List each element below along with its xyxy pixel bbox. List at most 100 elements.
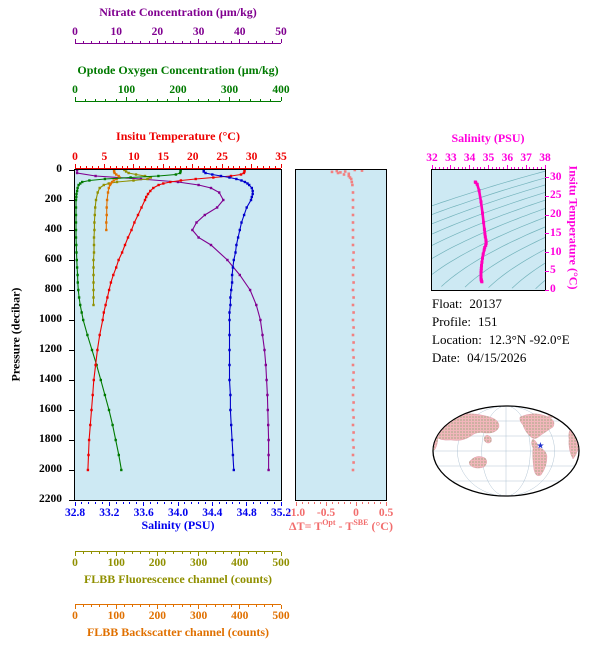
ax-tick: [165, 605, 167, 607]
pnum: 800: [44, 283, 62, 295]
ax-tick: [107, 552, 109, 554]
ax-tick: [191, 502, 193, 504]
date-label: Date:: [432, 350, 461, 365]
vtick: [545, 289, 549, 291]
world-map-svg: ★: [432, 405, 580, 497]
ax-tick: [140, 41, 142, 43]
ax-tick: [123, 605, 125, 607]
temperature-axis: 0 5 10 15 20 25 30 35: [72, 151, 287, 173]
oxygen-axis-title: Optode Oxygen Concentration (µm/kg): [77, 63, 279, 77]
pnum: 600: [44, 253, 62, 265]
vtick: [69, 469, 74, 471]
ax-tick: [132, 41, 134, 43]
pnum: 1000: [39, 313, 62, 325]
vtick: [545, 177, 549, 178]
ax-tick: [301, 502, 303, 504]
vtick: [69, 379, 74, 381]
ax-tick: [74, 502, 76, 506]
vtick: [69, 289, 74, 291]
ax-tick: [173, 552, 175, 554]
vtick: [545, 233, 549, 235]
delta-t-title-part: - T: [335, 519, 354, 533]
pnum: 0: [550, 283, 556, 295]
ax-tick: [506, 165, 508, 169]
ax-num: 33: [445, 152, 457, 164]
ax-tick: [247, 605, 249, 607]
pnum: 1800: [39, 433, 62, 445]
ax-num: 0: [353, 507, 359, 519]
ax-tick: [255, 41, 257, 43]
ax-line: [75, 551, 281, 552]
ax-num: 33.2: [99, 507, 120, 519]
vtick: [69, 349, 74, 351]
ax-num: 100: [107, 557, 125, 569]
ax-tick: [229, 97, 230, 101]
pnum: 1400: [39, 373, 62, 385]
ax-tick: [90, 605, 92, 607]
ax-tick: [215, 166, 217, 168]
location-value: 12.3°N -92.0°E: [488, 332, 570, 347]
ax-tick: [167, 99, 169, 101]
ax-tick: [239, 166, 241, 168]
ax-num: 300: [220, 84, 239, 96]
vtick: [69, 439, 74, 441]
ax-tick: [165, 552, 167, 554]
ax-tick: [435, 167, 437, 169]
ax-tick: [168, 166, 170, 168]
ax-tick: [484, 167, 486, 169]
ax-tick: [156, 99, 158, 101]
ax-tick: [74, 97, 76, 101]
ax-line: [75, 43, 281, 44]
ax-tick: [156, 39, 158, 43]
ax-tick: [218, 502, 220, 504]
ax-tick: [313, 502, 315, 504]
ax-num: 30: [245, 151, 258, 163]
ax-tick: [101, 502, 103, 504]
pnum: 5: [550, 264, 556, 277]
float-info-panel: Float: 20137 Profile: 151 Location: 12.3°N …: [432, 296, 570, 368]
nitrate-axis: 0 10 20 30 40 50: [72, 26, 287, 48]
ax-num: 35: [482, 152, 495, 164]
ax-tick: [221, 164, 223, 168]
pnum: 15: [550, 226, 562, 239]
ax-tick: [189, 41, 191, 43]
ax-tick: [232, 502, 234, 504]
ax-tick: [218, 99, 220, 101]
ax-tick: [280, 502, 282, 506]
ax-tick: [186, 166, 188, 168]
vtick: [69, 229, 74, 231]
ax-num: 400: [231, 557, 249, 569]
ax-tick: [156, 166, 158, 168]
ax-tick: [544, 165, 546, 169]
ax-tick: [115, 552, 117, 556]
ax-tick: [86, 166, 88, 168]
ax-tick: [239, 605, 241, 609]
ax-num: 0: [72, 84, 78, 96]
ax-tick: [126, 97, 127, 101]
ax-tick: [189, 605, 191, 607]
ax-tick: [239, 502, 241, 504]
ax-tick: [349, 502, 351, 504]
ax-tick: [189, 552, 191, 554]
ax-tick: [95, 502, 97, 504]
ax-tick: [99, 552, 101, 554]
ax-tick: [163, 502, 165, 504]
ax-num: 0: [72, 610, 78, 622]
ax-tick: [99, 605, 101, 607]
ax-tick: [325, 502, 327, 506]
location-row: Location: 12.3°N -92.0°E: [432, 332, 570, 350]
ax-tick: [457, 167, 459, 169]
ax-tick: [173, 41, 175, 43]
backscatter-axis-title: FLBB Backscatter channel (counts): [86, 625, 270, 639]
delta-t-title-part: (°C): [368, 519, 393, 533]
ax-tick: [148, 552, 150, 554]
ax-tick: [150, 502, 152, 504]
ax-tick: [103, 164, 105, 168]
ts-plot-svg: [432, 170, 545, 290]
ax-tick: [181, 41, 183, 43]
ax-tick: [204, 502, 206, 504]
ax-num: 200: [169, 84, 187, 96]
ax-tick: [431, 165, 433, 169]
ax-tick: [379, 502, 381, 504]
ax-tick: [109, 166, 111, 168]
